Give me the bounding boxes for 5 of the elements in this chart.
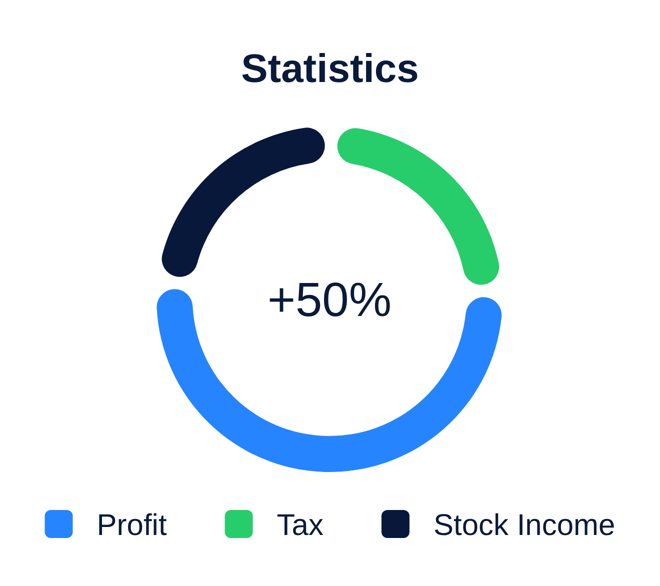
chart-title: Statistics: [241, 47, 419, 91]
legend-label: Profit: [96, 509, 168, 542]
legend-label: Stock Income: [433, 509, 616, 542]
text: +50%: [267, 274, 392, 327]
legend-label: Tax: [276, 509, 324, 542]
